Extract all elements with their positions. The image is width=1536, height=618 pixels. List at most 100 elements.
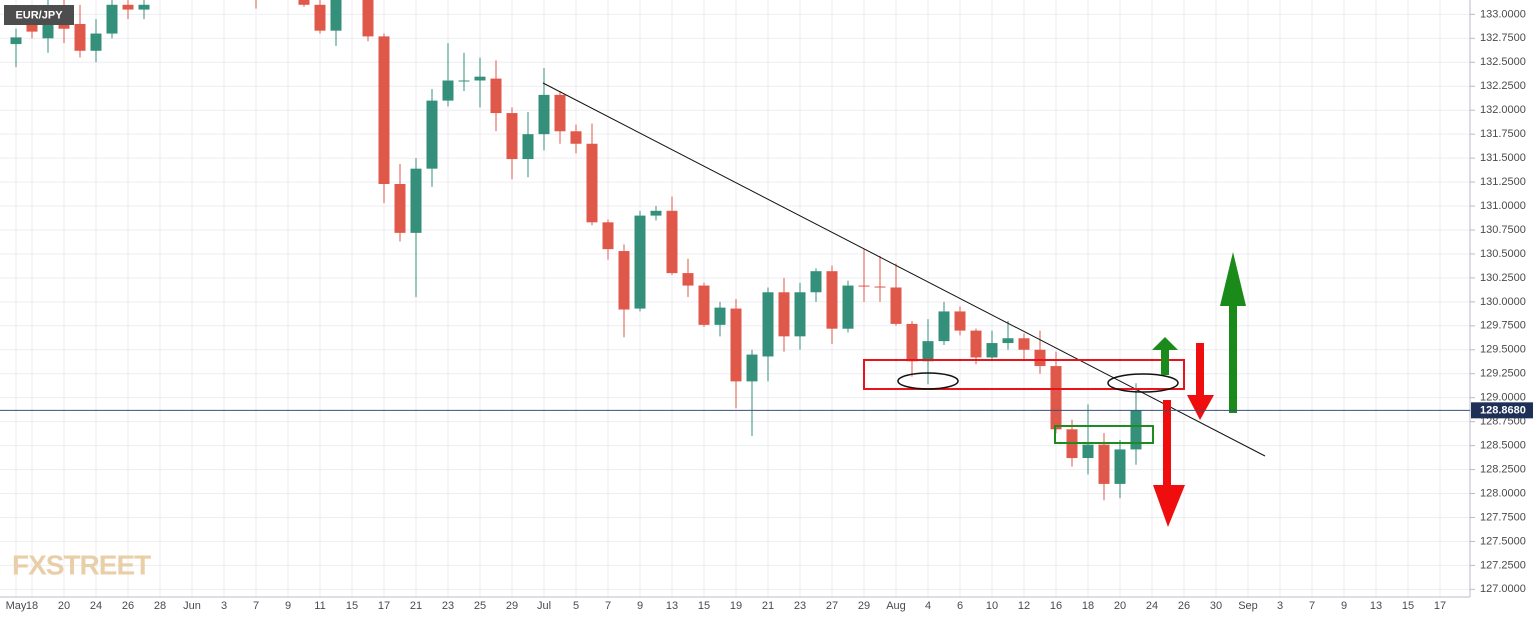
y-tick-label: 130.5000 <box>1480 248 1526 260</box>
resistance-box <box>863 359 1185 390</box>
arrow-up <box>1220 252 1246 413</box>
candle-body <box>922 341 934 362</box>
candle-body <box>1018 338 1030 350</box>
x-tick-label: 4 <box>925 600 931 612</box>
candle-body <box>714 307 726 325</box>
candle-body <box>698 285 710 325</box>
x-tick-label: 17 <box>1434 600 1446 612</box>
candle-body <box>538 94 550 135</box>
x-tick-label: 15 <box>1402 600 1414 612</box>
candle-body <box>970 330 982 358</box>
y-tick-label: 130.0000 <box>1480 296 1526 308</box>
y-tick-label: 131.2500 <box>1480 176 1526 188</box>
candle-body <box>1130 410 1142 450</box>
candle-body <box>762 292 774 357</box>
candle-body <box>874 286 886 288</box>
arrow-down <box>1153 400 1185 527</box>
annotations <box>542 82 1266 527</box>
ellipse <box>1107 373 1179 393</box>
x-tick-label: 9 <box>285 600 291 612</box>
support-box <box>1054 425 1154 444</box>
candle-body <box>506 113 518 160</box>
x-tick-label: 3 <box>1277 600 1283 612</box>
y-tick-label: 129.7500 <box>1480 320 1526 332</box>
y-tick-label: 129.2500 <box>1480 368 1526 380</box>
last-price-box <box>1471 402 1533 419</box>
x-tick-label: 7 <box>1309 600 1315 612</box>
x-tick-label: 20 <box>1114 600 1126 612</box>
candle-body <box>794 292 806 337</box>
x-tick-label: 27 <box>826 600 838 612</box>
x-tick-label: 13 <box>1370 600 1382 612</box>
x-tick-label: Jun <box>183 600 201 612</box>
candle-body <box>570 131 582 144</box>
x-tick-label: 18 <box>1082 600 1094 612</box>
candle-body <box>410 168 422 233</box>
ellipse <box>897 372 959 390</box>
candle-body <box>122 4 134 10</box>
last-price-label: 128.8680 <box>1480 405 1526 417</box>
y-tick-label: 127.7500 <box>1480 511 1526 523</box>
candle-body <box>858 285 870 287</box>
y-tick-label: 132.2500 <box>1480 80 1526 92</box>
grid <box>0 0 1470 597</box>
x-tick-label: 10 <box>986 600 998 612</box>
candle-body <box>602 222 614 250</box>
y-tick-label: 131.0000 <box>1480 200 1526 212</box>
x-tick-label: 26 <box>122 600 134 612</box>
candle-body <box>682 273 694 286</box>
x-tick-label: Sep <box>1238 600 1258 612</box>
candle-body <box>298 0 310 5</box>
x-tick-label: 18 <box>26 600 38 612</box>
x-tick-label: 20 <box>58 600 70 612</box>
y-tick-label: 128.2500 <box>1480 463 1526 475</box>
x-tick-label: 16 <box>1050 600 1062 612</box>
candle-body <box>826 271 838 329</box>
y-tick-label: 132.5000 <box>1480 56 1526 68</box>
candle-body <box>842 285 854 329</box>
candle-body <box>986 343 998 358</box>
candle-body <box>330 0 342 31</box>
candle-body <box>106 4 118 34</box>
trendline <box>542 82 1266 457</box>
x-tick-label: 13 <box>666 600 678 612</box>
symbol-box <box>4 5 74 25</box>
y-tick-label: 129.0000 <box>1480 392 1526 404</box>
x-tick-label: 6 <box>957 600 963 612</box>
x-tick-label: 7 <box>253 600 259 612</box>
candle-body <box>906 323 918 362</box>
candle-body <box>1002 338 1014 344</box>
candle-body <box>954 311 966 331</box>
x-tick-label: 29 <box>858 600 870 612</box>
candle-body <box>666 210 678 274</box>
candle-body <box>458 80 470 82</box>
y-tick-label: 130.2500 <box>1480 272 1526 284</box>
x-tick-label: May <box>6 600 27 612</box>
y-tick-label: 127.5000 <box>1480 535 1526 547</box>
x-tick-label: 24 <box>90 600 102 612</box>
candle-body <box>10 37 22 45</box>
candle-body <box>490 78 502 114</box>
x-tick-label: 15 <box>698 600 710 612</box>
y-tick-label: 128.0000 <box>1480 487 1526 499</box>
candle-body <box>1050 366 1062 430</box>
x-tick-label: Jul <box>537 600 551 612</box>
x-tick-label: 7 <box>605 600 611 612</box>
x-tick-label: 29 <box>506 600 518 612</box>
y-tick-label: 128.7500 <box>1480 416 1526 428</box>
y-tick-label: 132.7500 <box>1480 32 1526 44</box>
x-tick-label: 17 <box>378 600 390 612</box>
y-axis-panel <box>1470 0 1536 618</box>
candle-body <box>378 36 390 184</box>
candle-body <box>1098 444 1110 484</box>
y-tick-label: 132.0000 <box>1480 104 1526 116</box>
candle-body <box>474 76 486 81</box>
candle-body <box>890 287 902 324</box>
candle-body <box>554 94 566 132</box>
x-tick-label: 25 <box>474 600 486 612</box>
candle-body <box>90 33 102 51</box>
candle-body <box>618 251 630 310</box>
